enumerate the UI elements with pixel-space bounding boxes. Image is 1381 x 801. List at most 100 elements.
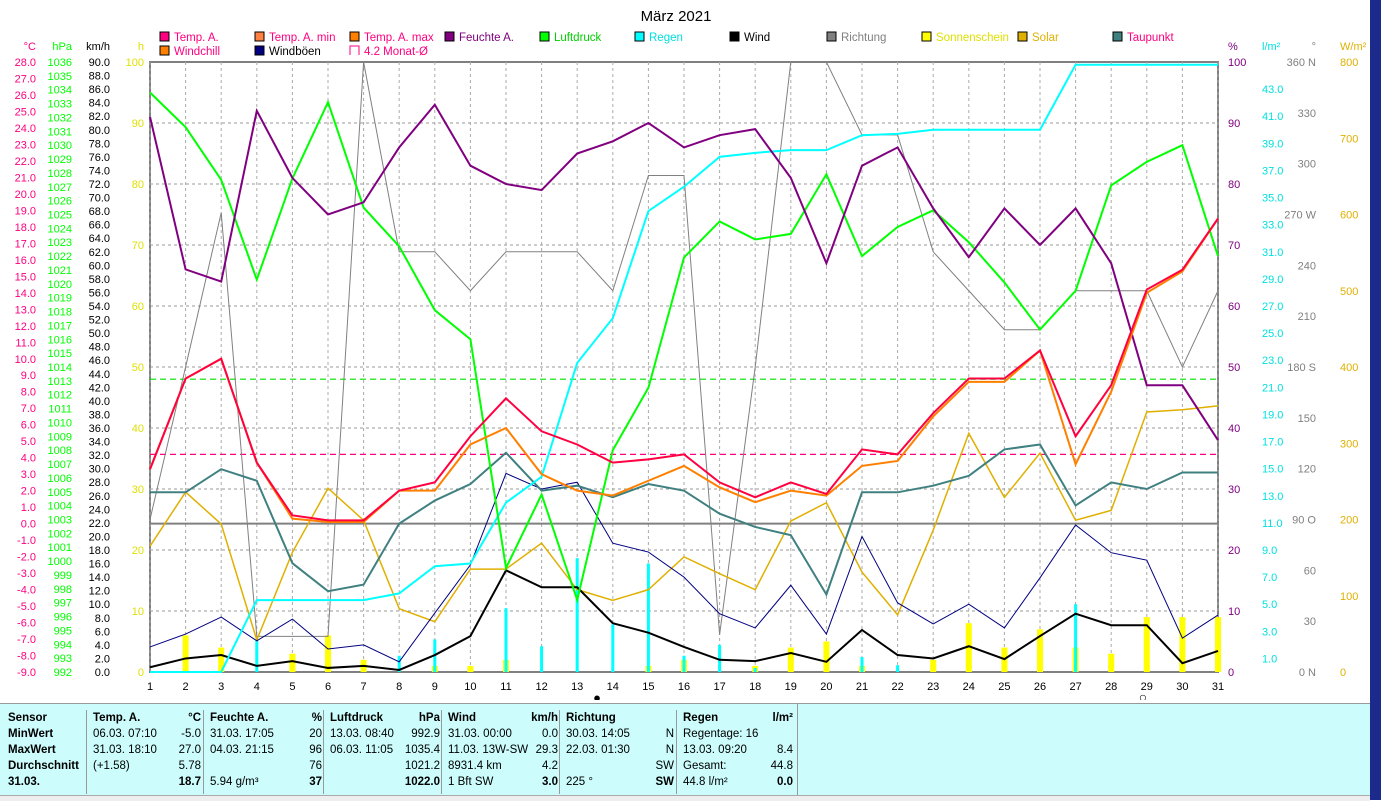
table-row: 225 °SW xyxy=(566,774,674,790)
cell-label: 31.03. 00:00 xyxy=(448,726,512,742)
axis-tick-rain: 3.0 xyxy=(1262,626,1277,638)
cell-label: (+1.58) xyxy=(93,758,130,774)
axis-tick-kmh: 90.0 xyxy=(89,57,110,69)
legend-label: Windböen xyxy=(269,46,321,58)
axis-tick-h: 100 xyxy=(126,57,144,69)
axis-tick-deg: 330 xyxy=(1298,108,1316,120)
axis-tick-wm2: 700 xyxy=(1340,133,1358,145)
axis-unit-hpa: hPa xyxy=(52,41,72,53)
cell-label: 13.03. 09:20 xyxy=(683,742,747,758)
regen-t-glich-bar xyxy=(576,558,579,672)
axis-tick-temp: -5.0 xyxy=(17,601,36,613)
axis-tick-rain: 13.0 xyxy=(1262,491,1283,503)
legend-item: 4.2 Monat-Ø xyxy=(350,46,428,58)
cell-value: 27.0 xyxy=(179,742,201,758)
axis-tick-deg: 60 xyxy=(1304,565,1316,577)
axis-tick-kmh: 10.0 xyxy=(89,599,110,611)
x-tick-label: 30 xyxy=(1176,681,1188,693)
axis-tick-kmh: 86.0 xyxy=(89,84,110,96)
x-tick-label: 5 xyxy=(289,681,295,693)
header-unit: hPa xyxy=(419,710,440,726)
legend-swatch xyxy=(827,32,836,41)
axis-tick-hpa: 993 xyxy=(54,653,72,665)
axis-tick-kmh: 36.0 xyxy=(89,423,110,435)
axis-tick-kmh: 74.0 xyxy=(89,165,110,177)
legend-item: Feuchte A. xyxy=(445,32,514,44)
axis-tick-kmh: 88.0 xyxy=(89,71,110,83)
axis-tick-kmh: 34.0 xyxy=(89,437,110,449)
axis-tick-pct: 100 xyxy=(1228,57,1246,69)
axis-tick-hpa: 1021 xyxy=(48,265,72,277)
axis-tick-hpa: 1012 xyxy=(48,390,72,402)
axis-tick-rain: 29.0 xyxy=(1262,274,1283,286)
axis-tick-pct: 40 xyxy=(1228,423,1240,435)
axis-tick-kmh: 8.0 xyxy=(95,613,110,625)
axis-tick-h: 70 xyxy=(132,240,144,252)
table-row: 1021.2 xyxy=(330,758,440,774)
cell-label: 30.03. 14:05 xyxy=(566,726,630,742)
legend-swatch xyxy=(350,46,359,55)
header-label: Temp. A. xyxy=(93,710,140,726)
axis-tick-rain: 35.0 xyxy=(1262,193,1283,205)
axis-tick-pct: 10 xyxy=(1228,606,1240,618)
axis-tick-kmh: 78.0 xyxy=(89,138,110,150)
x-tick-label: 17 xyxy=(713,681,725,693)
cell-label: 04.03. 21:15 xyxy=(210,742,274,758)
axis-tick-kmh: 52.0 xyxy=(89,315,110,327)
legend-label: Luftdruck xyxy=(554,32,602,44)
header-label: Regen xyxy=(683,710,718,726)
axis-tick-temp: 1.0 xyxy=(21,502,36,514)
legend-label: Taupunkt xyxy=(1127,32,1174,44)
axis-tick-kmh: 80.0 xyxy=(89,125,110,137)
axis-tick-kmh: 46.0 xyxy=(89,355,110,367)
cell-value: -5.0 xyxy=(181,726,201,742)
legend-label: Solar xyxy=(1032,32,1059,44)
axis-tick-hpa: 1006 xyxy=(48,473,72,485)
legend-item: Windböen xyxy=(255,46,321,58)
axis-tick-kmh: 72.0 xyxy=(89,179,110,191)
legend-item: Temp. A. xyxy=(160,32,219,44)
x-tick-label: 21 xyxy=(856,681,868,693)
axis-tick-temp: 9.0 xyxy=(21,370,36,382)
axis-tick-hpa: 998 xyxy=(54,584,72,596)
legend-swatch xyxy=(1113,32,1122,41)
axis-tick-kmh: 26.0 xyxy=(89,491,110,503)
axis-tick-kmh: 76.0 xyxy=(89,152,110,164)
axis-tick-rain: 7.0 xyxy=(1262,572,1277,584)
axis-unit-wm2: W/m² xyxy=(1340,41,1367,53)
cell-label: 31.03. 18:10 xyxy=(93,742,157,758)
axis-tick-pct: 80 xyxy=(1228,179,1240,191)
axis-tick-temp: -3.0 xyxy=(17,568,36,580)
axis-tick-temp: 20.0 xyxy=(15,189,36,201)
legend-label: Temp. A. min xyxy=(269,32,335,44)
axis-tick-hpa: 1005 xyxy=(48,487,72,499)
axis-unit-temp: °C xyxy=(24,41,36,53)
x-tick-label: 10 xyxy=(464,681,476,693)
column-header: Richtung xyxy=(566,710,674,726)
axis-tick-temp: 25.0 xyxy=(15,106,36,118)
cell-value: 1021.2 xyxy=(405,758,440,774)
axis-tick-deg: 360 N xyxy=(1287,57,1316,69)
axis-tick-wm2: 500 xyxy=(1340,286,1358,298)
cell-label: 06.03. 07:10 xyxy=(93,726,157,742)
cell-label: 8931.4 km xyxy=(448,758,502,774)
axis-tick-pct: 90 xyxy=(1228,118,1240,130)
axis-tick-kmh: 58.0 xyxy=(89,274,110,286)
axis-tick-temp: 16.0 xyxy=(15,255,36,267)
axis-tick-kmh: 56.0 xyxy=(89,287,110,299)
table-row: SW xyxy=(566,758,674,774)
legend-swatch xyxy=(730,32,739,41)
header-label: Richtung xyxy=(566,710,616,726)
axis-tick-kmh: 6.0 xyxy=(95,626,110,638)
new-moon-icon: ● xyxy=(593,690,601,700)
axis-tick-kmh: 22.0 xyxy=(89,518,110,530)
axis-tick-deg: 300 xyxy=(1298,159,1316,171)
